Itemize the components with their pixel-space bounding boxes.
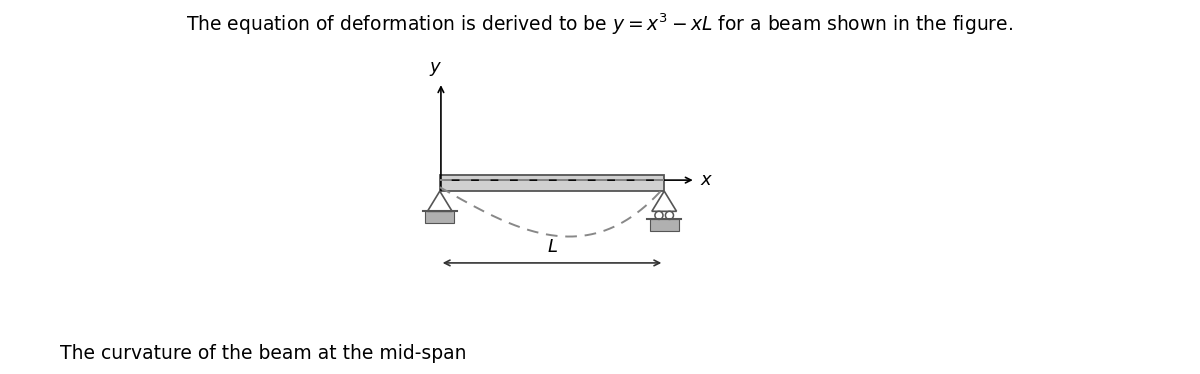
Text: $y$: $y$ xyxy=(428,60,442,78)
Text: The equation of deformation is derived to be $y = x^3 - xL$ for a beam shown in : The equation of deformation is derived t… xyxy=(186,11,1014,37)
FancyBboxPatch shape xyxy=(649,220,679,231)
FancyBboxPatch shape xyxy=(425,211,455,223)
FancyBboxPatch shape xyxy=(440,175,665,191)
Text: $x$: $x$ xyxy=(700,171,713,189)
Circle shape xyxy=(655,211,662,220)
Polygon shape xyxy=(652,191,677,211)
Circle shape xyxy=(666,211,673,220)
Text: The curvature of the beam at the mid-span: The curvature of the beam at the mid-spa… xyxy=(60,344,467,363)
Text: $L$: $L$ xyxy=(546,238,558,256)
Polygon shape xyxy=(427,191,452,211)
